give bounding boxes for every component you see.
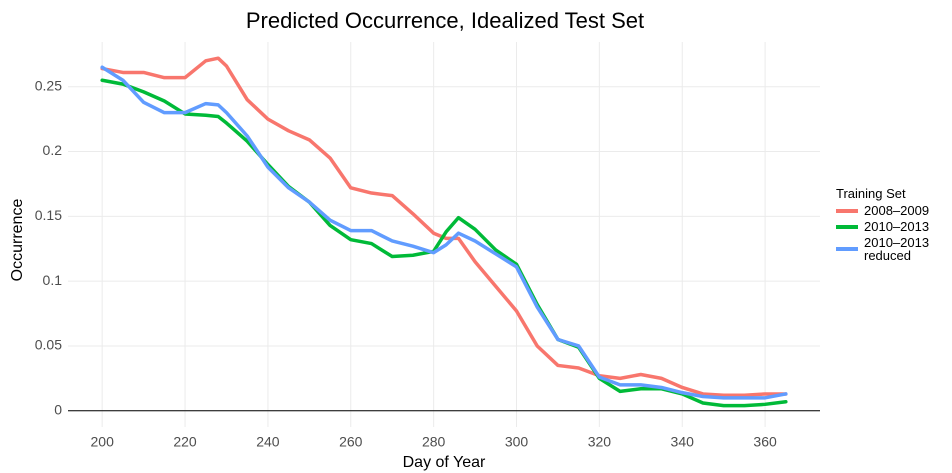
x-axis-label: Day of Year [403, 454, 486, 471]
legend-item: 2010–2013 reduced [836, 236, 936, 262]
legend-title: Training Set [836, 186, 906, 201]
x-tick-label: 320 [588, 434, 612, 450]
x-tick-label: 340 [671, 434, 695, 450]
line-series [100, 78, 788, 408]
x-tick-label: 220 [173, 434, 197, 450]
x-tick-label: 260 [339, 434, 363, 450]
legend-key [836, 247, 858, 251]
y-tick-label: 0.05 [35, 337, 62, 353]
x-tick-label: 300 [505, 434, 529, 450]
x-tick-label: 280 [422, 434, 446, 450]
y-tick-label: 0.25 [35, 77, 62, 93]
x-tick-label: 360 [753, 434, 777, 450]
x-tick-label: 240 [256, 434, 280, 450]
y-tick-label: 0 [54, 401, 62, 417]
y-tick-label: 0.15 [35, 207, 62, 223]
legend-label: 2008–2009 [864, 203, 930, 218]
y-tick-label: 0.1 [43, 272, 63, 288]
y-tick-label: 0.2 [43, 142, 63, 158]
line-series [100, 56, 788, 397]
legend-item: 2010–2013 [836, 220, 936, 233]
legend: Training Set 2008–2009 2010–2013 2010–2013… [836, 186, 936, 262]
legend-label: 2010–2013 reduced [864, 235, 930, 263]
line-series [100, 65, 788, 400]
y-axis-label: Occurrence [9, 199, 26, 282]
x-tick-label: 200 [91, 434, 115, 450]
chart-title: Predicted Occurrence, Idealized Test Set [246, 8, 644, 33]
legend-key [836, 208, 858, 213]
legend-key [836, 224, 858, 229]
legend-label: 2010–2013 [864, 219, 930, 234]
legend-item: 2008–2009 [836, 204, 936, 217]
